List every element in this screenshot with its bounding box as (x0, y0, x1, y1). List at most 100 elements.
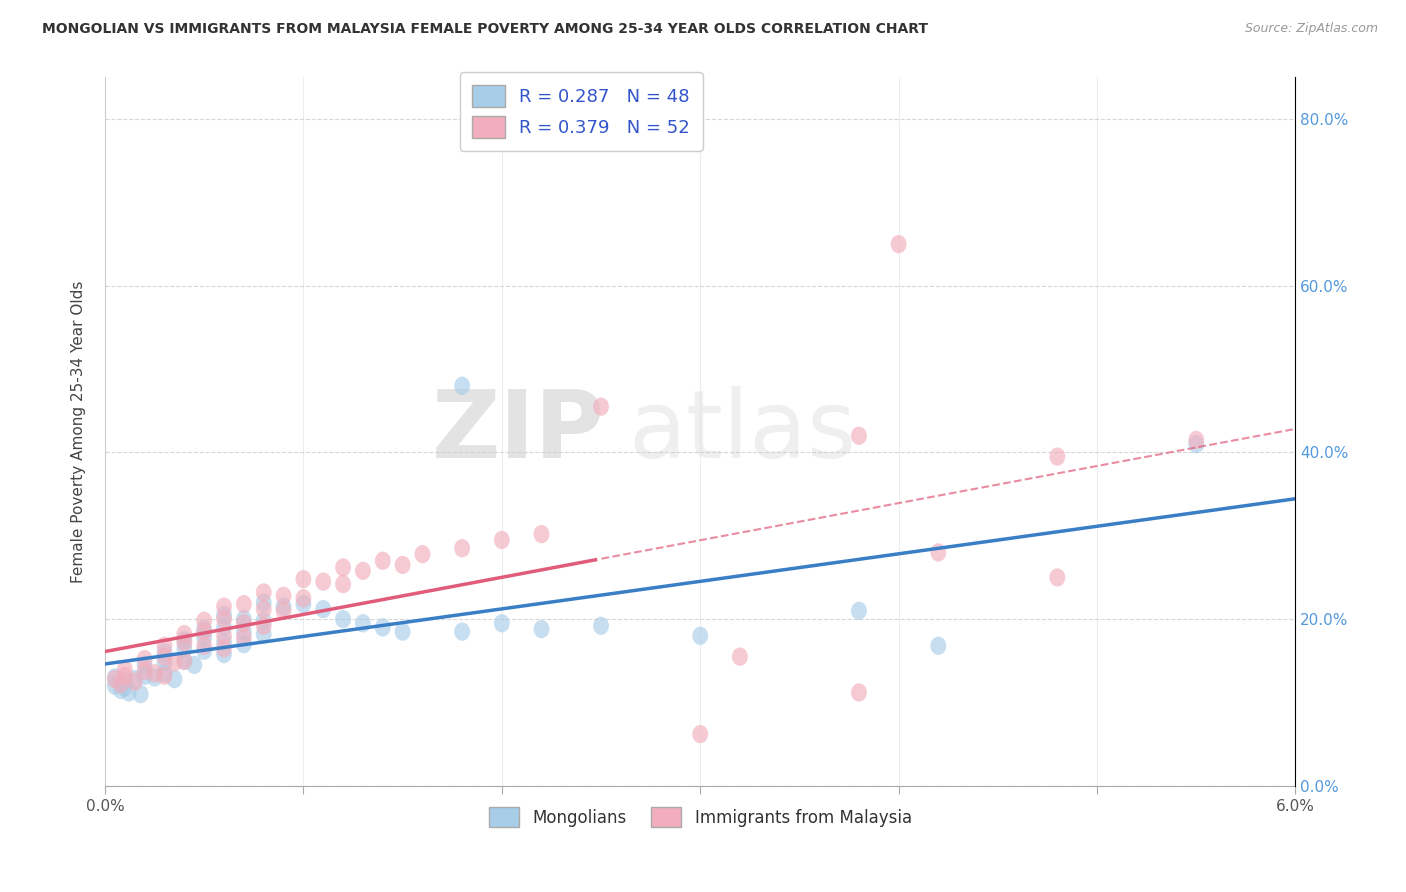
Ellipse shape (315, 600, 332, 618)
Ellipse shape (236, 623, 252, 640)
Ellipse shape (117, 660, 132, 678)
Ellipse shape (166, 670, 183, 689)
Ellipse shape (931, 637, 946, 655)
Ellipse shape (354, 562, 371, 580)
Ellipse shape (156, 643, 173, 662)
Ellipse shape (256, 600, 271, 618)
Ellipse shape (217, 606, 232, 624)
Ellipse shape (692, 725, 709, 743)
Ellipse shape (217, 610, 232, 628)
Ellipse shape (1049, 568, 1066, 587)
Ellipse shape (454, 539, 470, 558)
Ellipse shape (256, 625, 271, 643)
Ellipse shape (851, 601, 868, 620)
Ellipse shape (335, 558, 352, 576)
Ellipse shape (236, 628, 252, 647)
Ellipse shape (107, 668, 122, 687)
Ellipse shape (890, 235, 907, 253)
Ellipse shape (415, 545, 430, 563)
Ellipse shape (146, 668, 163, 687)
Ellipse shape (395, 623, 411, 640)
Ellipse shape (107, 670, 122, 689)
Ellipse shape (1188, 435, 1204, 453)
Ellipse shape (354, 614, 371, 632)
Ellipse shape (1188, 431, 1204, 449)
Ellipse shape (176, 631, 193, 649)
Ellipse shape (197, 612, 212, 630)
Ellipse shape (217, 618, 232, 637)
Ellipse shape (187, 656, 202, 674)
Ellipse shape (375, 618, 391, 637)
Ellipse shape (197, 641, 212, 660)
Ellipse shape (217, 598, 232, 615)
Ellipse shape (851, 426, 868, 445)
Ellipse shape (276, 598, 291, 615)
Ellipse shape (117, 673, 132, 690)
Ellipse shape (117, 666, 132, 685)
Ellipse shape (197, 628, 212, 647)
Ellipse shape (197, 620, 212, 639)
Ellipse shape (276, 587, 291, 605)
Ellipse shape (136, 666, 153, 685)
Ellipse shape (593, 616, 609, 635)
Ellipse shape (197, 637, 212, 655)
Ellipse shape (276, 601, 291, 620)
Ellipse shape (335, 575, 352, 593)
Ellipse shape (295, 589, 311, 607)
Ellipse shape (136, 662, 153, 680)
Ellipse shape (256, 583, 271, 601)
Ellipse shape (295, 570, 311, 589)
Ellipse shape (176, 633, 193, 652)
Ellipse shape (494, 531, 510, 549)
Ellipse shape (176, 639, 193, 657)
Ellipse shape (176, 625, 193, 643)
Ellipse shape (851, 683, 868, 702)
Ellipse shape (112, 675, 129, 693)
Ellipse shape (395, 556, 411, 574)
Ellipse shape (107, 677, 122, 695)
Ellipse shape (236, 635, 252, 653)
Ellipse shape (217, 645, 232, 664)
Ellipse shape (256, 612, 271, 630)
Ellipse shape (197, 623, 212, 640)
Ellipse shape (295, 595, 311, 614)
Ellipse shape (236, 610, 252, 628)
Text: Source: ZipAtlas.com: Source: ZipAtlas.com (1244, 22, 1378, 36)
Ellipse shape (136, 656, 153, 674)
Ellipse shape (733, 648, 748, 665)
Ellipse shape (136, 650, 153, 668)
Ellipse shape (256, 616, 271, 635)
Ellipse shape (117, 678, 132, 697)
Ellipse shape (335, 610, 352, 628)
Ellipse shape (217, 639, 232, 657)
Ellipse shape (494, 614, 510, 632)
Ellipse shape (132, 685, 149, 703)
Ellipse shape (533, 620, 550, 639)
Ellipse shape (121, 683, 136, 702)
Ellipse shape (593, 398, 609, 416)
Ellipse shape (454, 376, 470, 395)
Ellipse shape (127, 673, 142, 690)
Ellipse shape (256, 593, 271, 612)
Y-axis label: Female Poverty Among 25-34 Year Olds: Female Poverty Among 25-34 Year Olds (72, 280, 86, 582)
Ellipse shape (176, 652, 193, 670)
Ellipse shape (217, 633, 232, 652)
Legend: Mongolians, Immigrants from Malaysia: Mongolians, Immigrants from Malaysia (482, 800, 918, 834)
Ellipse shape (217, 626, 232, 645)
Ellipse shape (931, 543, 946, 562)
Ellipse shape (166, 653, 183, 672)
Ellipse shape (127, 670, 142, 689)
Ellipse shape (176, 652, 193, 670)
Ellipse shape (112, 681, 129, 699)
Ellipse shape (533, 525, 550, 543)
Ellipse shape (236, 595, 252, 614)
Ellipse shape (146, 665, 163, 682)
Ellipse shape (315, 573, 332, 591)
Text: ZIP: ZIP (432, 385, 605, 477)
Ellipse shape (1049, 448, 1066, 466)
Ellipse shape (156, 637, 173, 655)
Ellipse shape (236, 614, 252, 632)
Ellipse shape (156, 653, 173, 672)
Ellipse shape (375, 551, 391, 570)
Ellipse shape (454, 623, 470, 640)
